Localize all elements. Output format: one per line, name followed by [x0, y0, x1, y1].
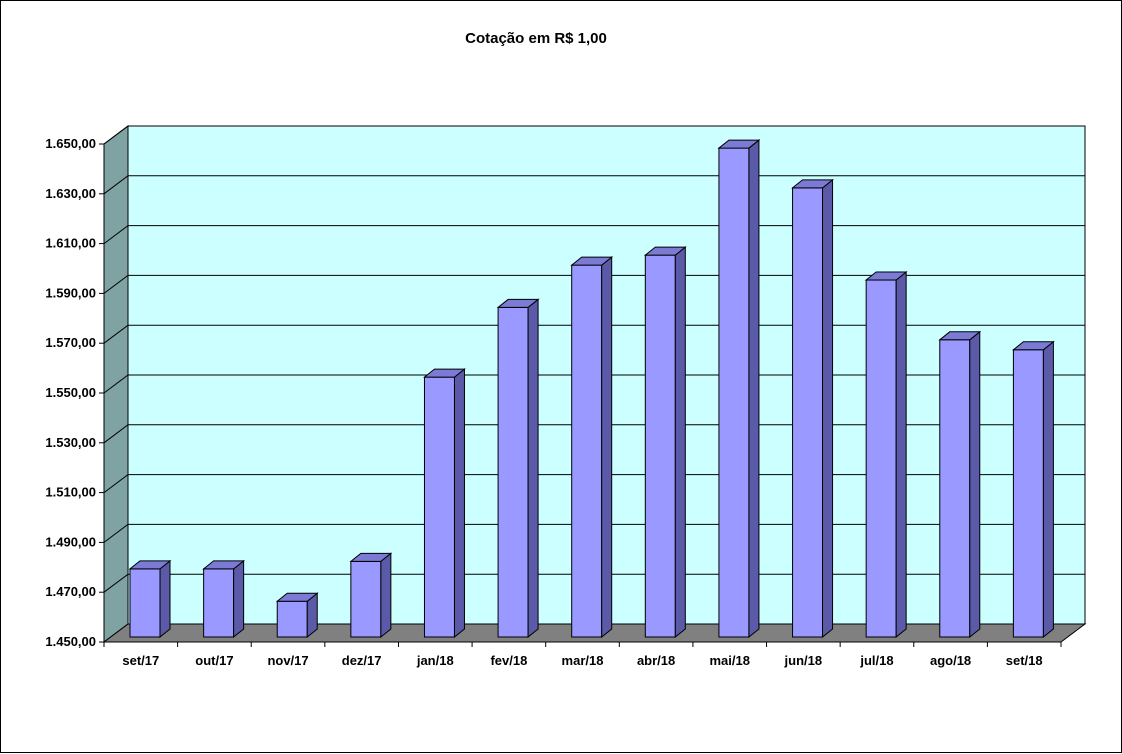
bar-front [276, 600, 308, 638]
x-tick-label: mai/18 [709, 653, 749, 668]
bar-side [748, 139, 760, 639]
bar-front [423, 376, 455, 638]
bar-front [718, 147, 750, 638]
bar-side [159, 559, 171, 639]
chart-title: Cotação em R$ 1,00 [465, 30, 607, 47]
x-axis: set/17 out/17 nov/17 dez/17 jan/18 fev/18 mar/… [103, 641, 1062, 668]
gridline [103, 274, 1085, 294]
bar [1011, 340, 1055, 639]
gridline [103, 474, 1085, 494]
bar-top [202, 560, 246, 570]
bar-top [349, 552, 393, 562]
bar-side [380, 552, 392, 639]
bar [717, 139, 761, 639]
gridline [103, 374, 1085, 394]
bar-front [571, 264, 603, 638]
bar [570, 256, 614, 639]
bar-top [1011, 341, 1055, 351]
y-tick-label: 1.510,00 [45, 485, 96, 500]
bar-front [350, 560, 382, 638]
x-tick-label: out/17 [195, 653, 233, 668]
gridline [103, 175, 1085, 195]
bar-top [570, 256, 614, 266]
y-tick-label: 1.610,00 [45, 236, 96, 251]
bar-top [496, 298, 540, 308]
bar-side [601, 256, 613, 639]
bar [349, 552, 393, 639]
x-tick-label: nov/17 [267, 653, 308, 668]
bar-top [791, 179, 834, 189]
bar [643, 246, 687, 639]
y-tick-label: 1.450,00 [45, 634, 96, 649]
bar-top [938, 331, 982, 341]
y-tick-label: 1.490,00 [45, 534, 96, 549]
bar-side [822, 178, 834, 639]
bar [938, 330, 982, 639]
bar-side [969, 330, 981, 639]
y-tick-label: 1.550,00 [45, 385, 96, 400]
bar-front [1012, 349, 1044, 638]
y-tick-label: 1.630,00 [45, 186, 96, 201]
y-tick-label: 1.570,00 [45, 335, 96, 350]
gridline [103, 324, 1085, 344]
bar-top [423, 368, 466, 378]
bar-front [203, 568, 235, 638]
gridline [103, 225, 1085, 245]
x-tick-label: jun/18 [784, 653, 823, 668]
x-tick-label: fev/18 [490, 653, 527, 668]
y-tick-label: 1.650,00 [45, 136, 96, 151]
bar-side [453, 368, 465, 639]
bar-front [644, 254, 676, 638]
bar [128, 559, 172, 639]
bar-side [1042, 340, 1054, 639]
y-axis: 1.450,00 1.470,00 1.490,00 1.510,00 1.530,00… [45, 136, 105, 649]
bar [423, 368, 466, 639]
bar-side [895, 270, 907, 639]
bar-front [865, 279, 897, 638]
bar [791, 178, 834, 639]
bar [864, 270, 908, 639]
gridline [103, 424, 1085, 444]
bar [275, 592, 319, 639]
bar-side [674, 246, 686, 639]
bar-top [717, 139, 761, 149]
bar-side [233, 559, 245, 639]
bar-top [275, 592, 319, 602]
bar-front [939, 339, 971, 638]
bar-top [864, 271, 908, 281]
bar-front [129, 568, 161, 638]
x-tick-label: jan/18 [416, 653, 454, 668]
x-tick-label: set/18 [1006, 653, 1043, 668]
x-tick-label: dez/17 [342, 653, 382, 668]
bar [202, 559, 246, 639]
y-tick-label: 1.530,00 [45, 435, 96, 450]
y-tick-label: 1.590,00 [45, 285, 96, 300]
x-tick-label: set/17 [122, 653, 159, 668]
gridlines [103, 125, 1085, 593]
bar [496, 298, 540, 639]
bar-top [128, 560, 172, 570]
gridline [103, 523, 1085, 543]
gridline [103, 125, 1085, 145]
y-tick-label: 1.470,00 [45, 584, 96, 599]
x-tick-label: mar/18 [562, 653, 604, 668]
bar-front [792, 187, 824, 638]
x-tick-label: jul/18 [859, 653, 893, 668]
bar-top [643, 246, 687, 256]
x-tick-label: ago/18 [930, 653, 971, 668]
gridline [103, 573, 1085, 593]
bar-side [527, 298, 539, 639]
x-tick-label: abr/18 [637, 653, 675, 668]
bar-front [497, 306, 529, 638]
bars [128, 139, 1055, 639]
